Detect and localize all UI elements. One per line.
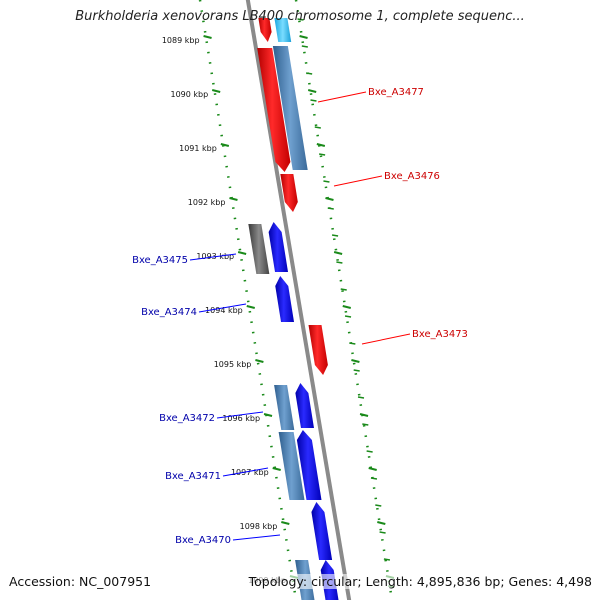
minor-tick — [375, 504, 382, 507]
cds-feature — [268, 222, 289, 272]
minor-tick — [357, 396, 365, 399]
major-tick — [281, 521, 290, 525]
label-leader-line — [189, 253, 237, 261]
minor-tick — [297, 18, 304, 21]
major-tick — [368, 467, 377, 471]
cds-feature — [257, 48, 291, 172]
tick-label: 1094 kbp — [205, 306, 243, 315]
tick-label: 1091 kbp — [179, 144, 217, 153]
major-tick — [211, 89, 221, 93]
minor-tick — [362, 423, 369, 426]
major-tick — [307, 89, 317, 93]
gene-label[interactable]: Bxe_A3470 — [175, 535, 231, 546]
orf-feature — [274, 18, 292, 42]
minor-tick — [314, 126, 321, 129]
gene-label[interactable]: Bxe_A3471 — [165, 471, 221, 482]
cds-feature — [280, 174, 298, 212]
cds-feature — [275, 276, 295, 322]
tick-label: 1096 kbp — [222, 414, 260, 423]
accession-text: Accession: NC_007951 — [9, 574, 152, 589]
gene-label[interactable]: Bxe_A3475 — [132, 255, 188, 266]
major-tick — [325, 197, 334, 201]
major-tick — [333, 251, 343, 255]
label-leader-line — [232, 534, 281, 541]
cds-feature — [296, 430, 322, 500]
minor-tick — [344, 315, 352, 318]
gene-label[interactable]: Bxe_A3472 — [159, 413, 215, 424]
gene-label[interactable]: Bxe_A3473 — [412, 329, 468, 340]
minor-tick — [353, 369, 360, 372]
tick-label: 1090 kbp — [170, 90, 208, 99]
tick-label: 1092 kbp — [188, 198, 226, 207]
major-tick — [220, 143, 230, 147]
minor-tick — [301, 45, 308, 48]
minor-tick — [306, 72, 313, 75]
major-tick — [237, 251, 247, 255]
orf-feature — [272, 46, 308, 170]
minor-tick — [331, 234, 339, 237]
minor-tick — [318, 153, 326, 156]
major-tick — [263, 413, 273, 417]
label-leader-line — [222, 467, 269, 477]
feature-track — [248, 18, 339, 600]
gene-label[interactable]: Bxe_A3477 — [368, 87, 424, 98]
label-leader-line — [361, 333, 411, 345]
major-tick — [342, 305, 352, 309]
label-leader-line — [198, 303, 247, 313]
minor-tick — [327, 207, 334, 210]
gene-label[interactable]: Bxe_A3474 — [141, 307, 197, 318]
tick-label: 1089 kbp — [162, 36, 200, 45]
label-leader-line — [333, 175, 383, 187]
major-tick — [229, 197, 238, 201]
major-tick — [255, 359, 264, 363]
minor-tick — [366, 450, 373, 453]
minor-tick — [383, 558, 391, 561]
gene-label[interactable]: Bxe_A3476 — [384, 171, 440, 182]
cds-feature — [295, 383, 314, 428]
pseudo-feature — [248, 224, 270, 274]
gene-labels: Bxe_A3477 Bxe_A3476 Bxe_A3475 Bxe_A3474 Bxe_… — [132, 87, 468, 546]
major-tick — [316, 143, 326, 147]
backbone-line — [245, 0, 352, 600]
cds-feature — [311, 502, 333, 560]
orf-feature — [274, 385, 295, 430]
minor-tick — [323, 180, 330, 183]
sequence-summary: Topology: circular; Length: 4,895,836 bp… — [248, 574, 592, 589]
tick-label: 1097 kbp — [231, 468, 269, 477]
major-tick — [359, 413, 369, 417]
major-tick — [203, 35, 212, 39]
minor-tick — [349, 342, 356, 345]
major-tick — [351, 359, 360, 363]
label-leader-line — [216, 411, 264, 419]
cds-feature — [308, 325, 328, 375]
minor-tick — [340, 288, 347, 291]
cds-feature — [258, 18, 272, 42]
tick-label: 1098 kbp — [240, 522, 278, 531]
map-title: Burkholderia xenovorans LB400 chromosome… — [75, 9, 525, 24]
minor-tick — [336, 261, 343, 264]
major-tick — [377, 521, 386, 525]
label-leader-line — [317, 91, 367, 103]
minor-tick — [379, 531, 386, 534]
orf-feature — [278, 432, 305, 500]
major-tick — [246, 305, 256, 309]
major-tick — [299, 35, 308, 39]
minor-tick — [370, 477, 378, 480]
minor-tick — [310, 99, 317, 102]
major-tick — [272, 467, 281, 471]
tick-label: 1095 kbp — [214, 360, 252, 369]
